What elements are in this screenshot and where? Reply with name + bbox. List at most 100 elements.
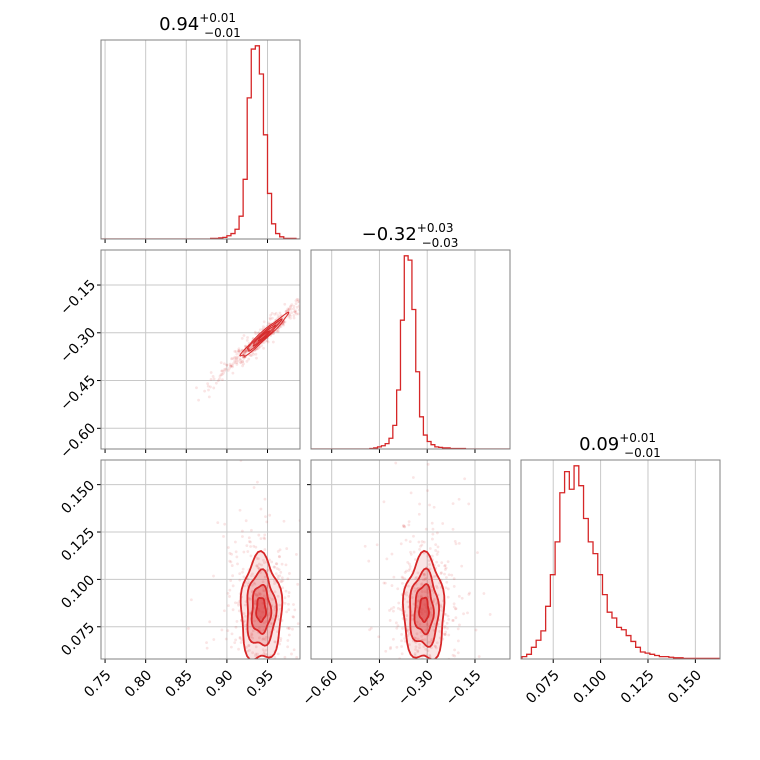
sample-point [231, 365, 234, 369]
sample-point [282, 660, 285, 663]
sample-point [427, 559, 431, 563]
sample-point [444, 630, 448, 634]
sample-point [404, 538, 408, 542]
sample-point [416, 605, 419, 608]
sample-point [447, 633, 451, 637]
histogram-p0 [101, 45, 300, 239]
sample-point [272, 668, 275, 671]
sample-point [197, 398, 200, 402]
sample-point [274, 662, 277, 665]
sample-point [265, 520, 269, 524]
sample-point [289, 304, 293, 308]
sample-point [452, 585, 456, 588]
sample-point [419, 544, 422, 548]
sample-point [430, 613, 434, 617]
sample-point [435, 641, 439, 645]
sample-point [228, 362, 232, 366]
sample-point [222, 362, 226, 366]
sample-point [261, 610, 265, 614]
sample-point [234, 694, 237, 697]
sample-point [400, 639, 403, 643]
sample-point [275, 567, 279, 570]
sample-point [434, 543, 438, 547]
sample-point [240, 638, 244, 642]
sample-point [258, 592, 262, 596]
sample-point [214, 381, 218, 385]
sample-point [408, 567, 412, 571]
sample-point [296, 703, 299, 706]
sample-point [277, 554, 281, 558]
sample-point [273, 606, 277, 609]
sample-point [412, 550, 416, 554]
sample-point [263, 533, 267, 537]
sample-point [274, 640, 277, 644]
sample-point [428, 503, 431, 507]
sample-point [400, 575, 404, 579]
sample-point [244, 348, 248, 352]
sample-point [396, 606, 400, 610]
sample-point [263, 548, 267, 551]
tick-label-y: −0.60 [57, 420, 99, 462]
sample-point [224, 367, 228, 371]
sample-point [395, 626, 399, 630]
sample-point [228, 588, 232, 592]
tick-label-x: 0.150 [665, 667, 705, 707]
density-contour [401, 549, 446, 659]
histogram-p1 [311, 255, 510, 449]
sample-point [418, 643, 421, 646]
sample-point [237, 349, 240, 352]
sample-point [410, 613, 414, 617]
sample-point [307, 302, 310, 305]
sample-point [396, 587, 400, 591]
sample-point [445, 621, 449, 625]
sample-point [195, 386, 198, 390]
sample-point [220, 628, 224, 632]
sample-point [436, 674, 439, 677]
sample-point [283, 753, 286, 756]
sample-point [260, 563, 263, 567]
sample-point [300, 564, 303, 567]
sample-point [453, 648, 456, 652]
sample-point [424, 605, 428, 609]
sample-point [456, 651, 460, 655]
sample-point [367, 559, 371, 563]
sample-point [282, 323, 286, 327]
sample-point [285, 309, 288, 313]
sample-point [414, 576, 417, 580]
tick-label-y: −0.30 [57, 325, 99, 367]
sample-point [292, 307, 296, 310]
sample-point [289, 307, 293, 311]
sample-point [276, 594, 280, 598]
sample-point [423, 603, 427, 607]
sample-point [221, 369, 224, 373]
sample-point [403, 571, 407, 574]
sample-point [423, 577, 427, 581]
sample-point [444, 566, 448, 570]
sample-point [239, 361, 243, 365]
sample-point [257, 566, 261, 570]
sample-point [280, 562, 284, 566]
sample-point [287, 602, 290, 606]
sample-point [398, 675, 401, 678]
sample-point [270, 560, 274, 564]
sample-point [242, 351, 246, 355]
sample-point [312, 277, 315, 280]
sample-point [249, 666, 252, 669]
tick-label-x: 0.95 [244, 667, 277, 700]
sample-point [229, 560, 233, 564]
sample-point [273, 590, 277, 594]
sample-point [306, 586, 309, 589]
sample-point [256, 652, 259, 656]
sample-point [367, 607, 371, 611]
sample-point [390, 607, 393, 611]
sample-point [423, 590, 427, 594]
sample-point [218, 374, 222, 378]
sample-point [272, 565, 276, 569]
sample-point [212, 386, 216, 390]
sample-point [245, 645, 248, 649]
sample-point [273, 656, 277, 659]
sample-point [267, 321, 270, 325]
sample-point [258, 615, 262, 619]
sample-point [399, 542, 403, 546]
sample-point [296, 300, 300, 303]
